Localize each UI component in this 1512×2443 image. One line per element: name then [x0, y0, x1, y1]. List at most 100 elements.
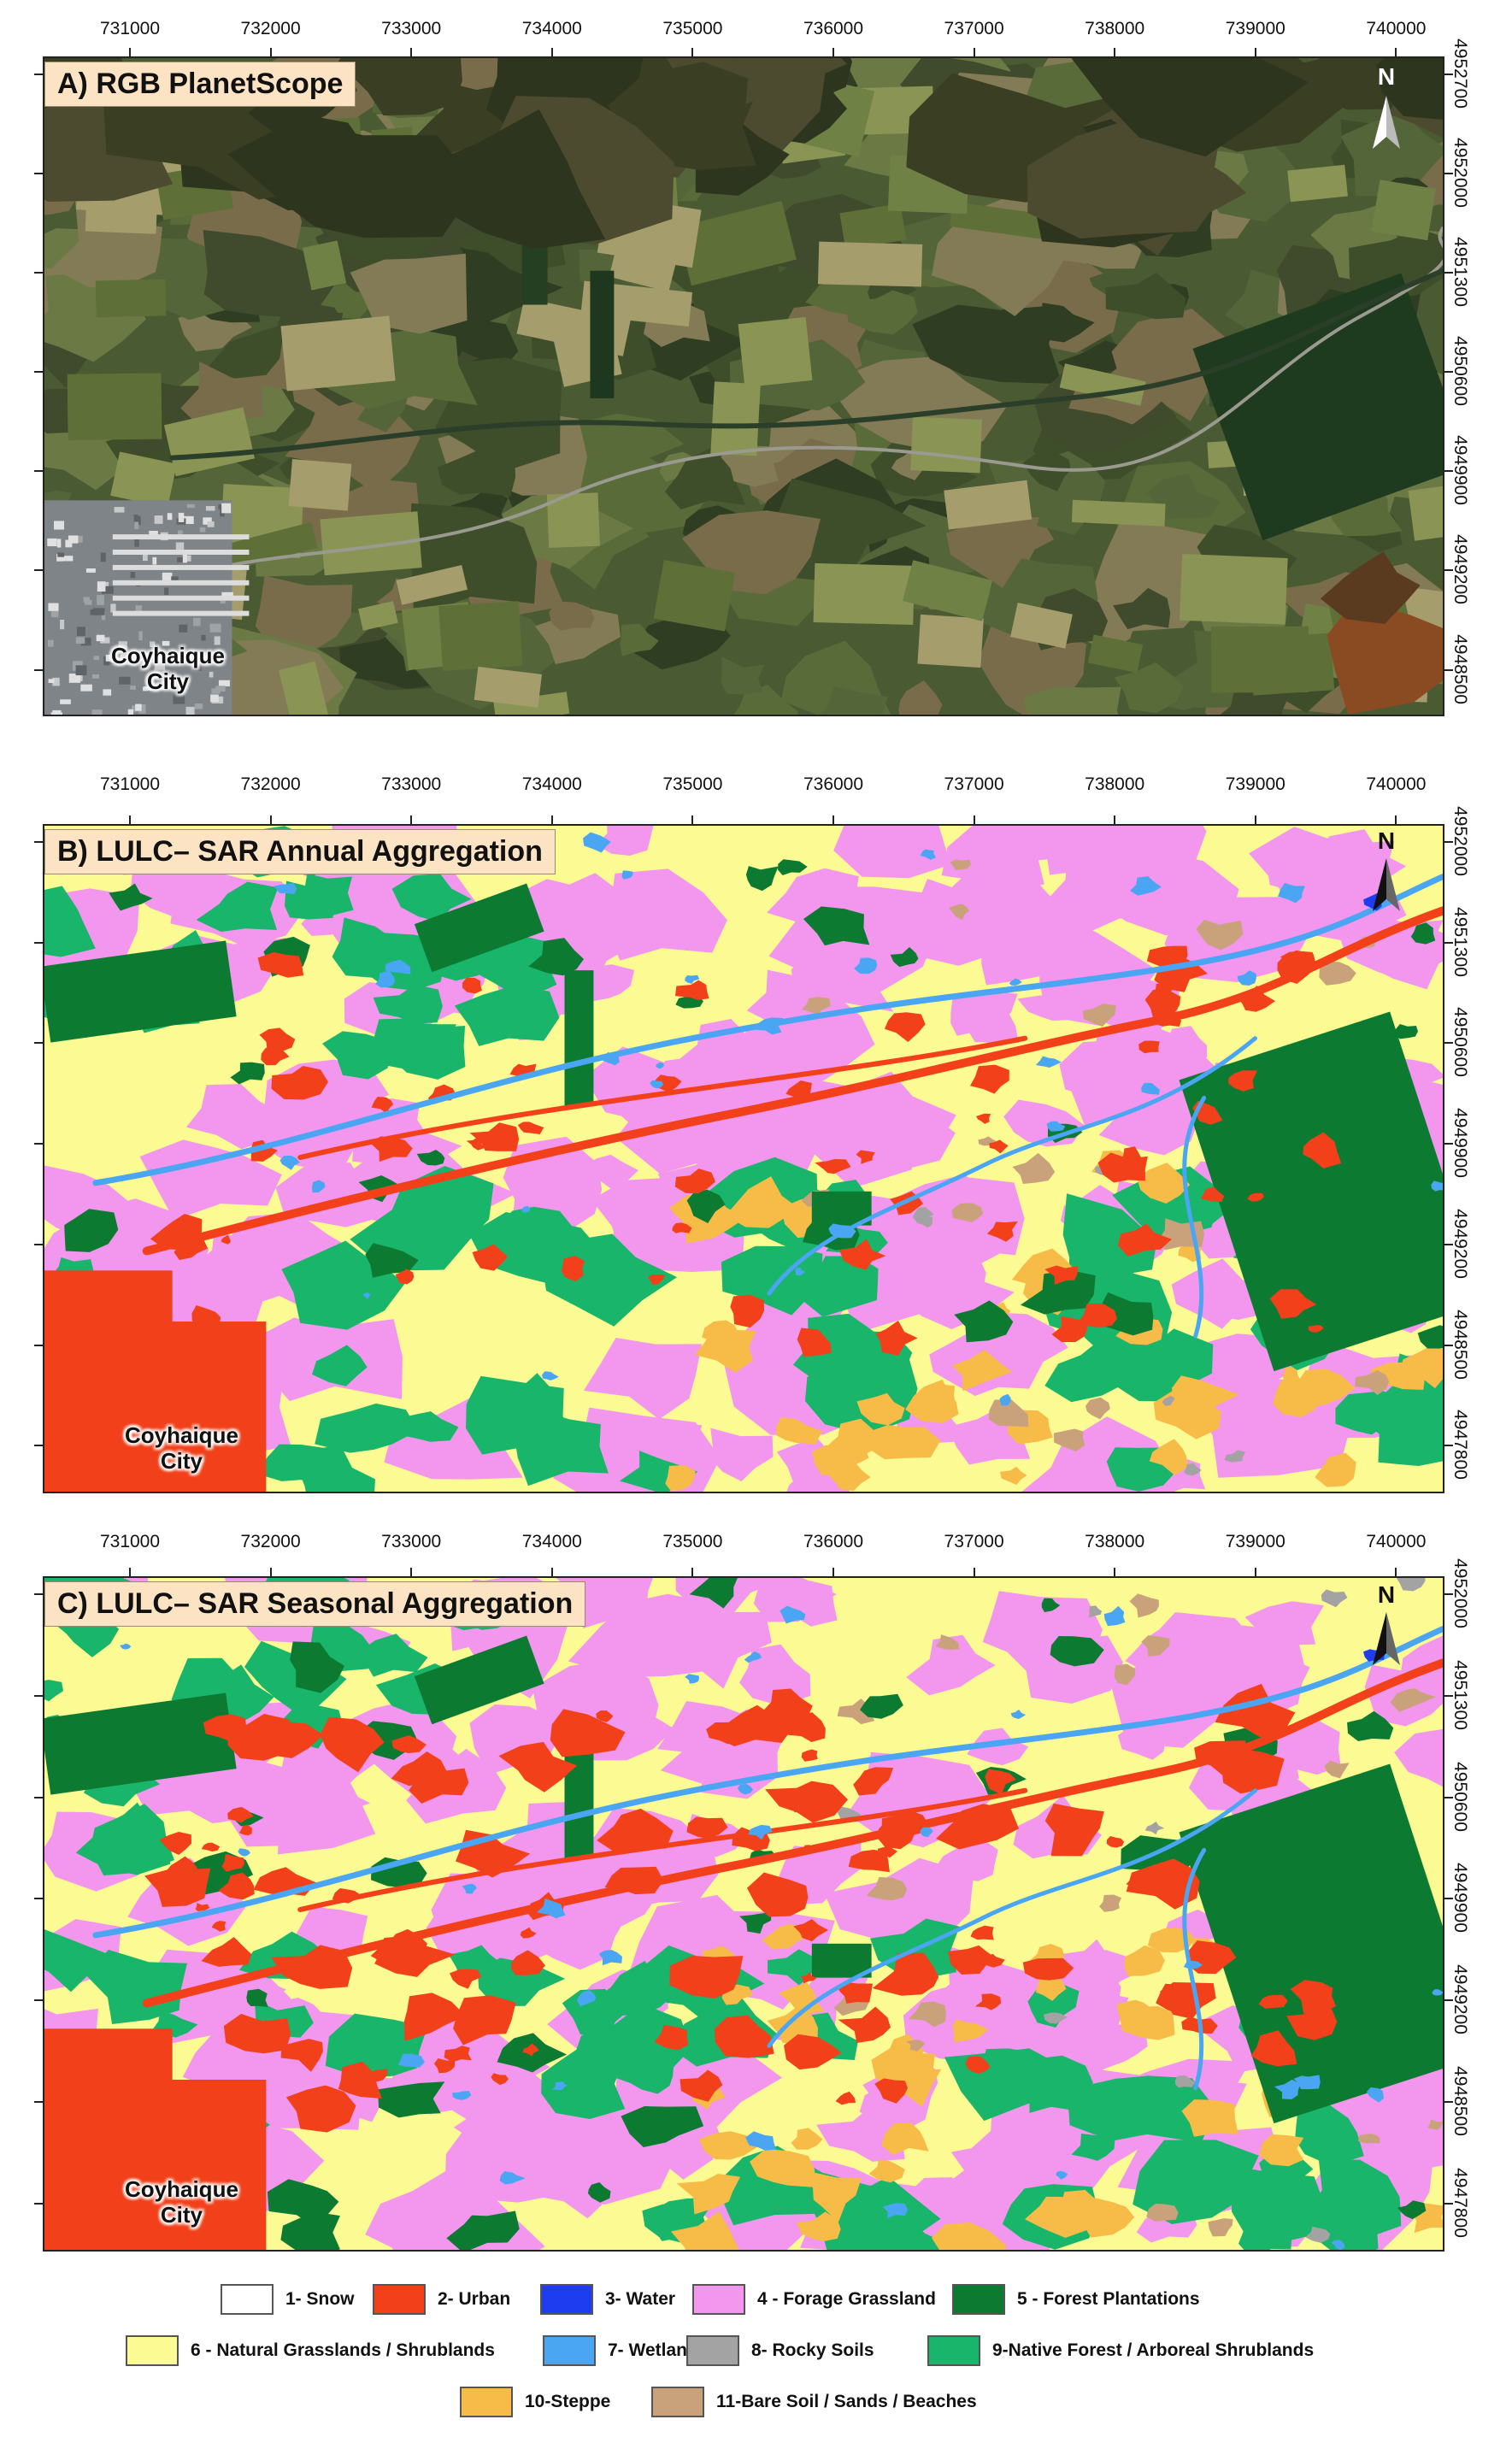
- x-tick-label: 740000: [1366, 1532, 1427, 1551]
- legend-swatch: [651, 2387, 704, 2417]
- hill: [730, 58, 848, 104]
- y-tick-mark: [1444, 1445, 1453, 1447]
- building: [83, 597, 90, 603]
- steppe: [867, 1425, 941, 1460]
- panel-title: A) RGB PlanetScope: [44, 62, 356, 107]
- legend-label: 9-Native Forest / Arboreal Shrublands: [992, 2340, 1315, 2360]
- terrain-patch: [721, 656, 765, 695]
- urban: [686, 1816, 728, 1840]
- wetland: [780, 1605, 806, 1624]
- x-tick-label: 734000: [521, 1532, 582, 1551]
- building: [97, 595, 104, 605]
- urban: [472, 1244, 508, 1271]
- legend: 1- Snow 2- Urban 3- Water 4 - Forage Grassl…: [0, 2274, 1512, 2436]
- urban-corridor: [297, 1035, 1028, 1160]
- native-forest: [44, 1929, 115, 1993]
- field: [303, 240, 347, 291]
- map-seasonal[interactable]: Coyhaique City N: [43, 1576, 1444, 2252]
- bare-soil: [951, 1203, 984, 1223]
- legend-item: 7- Wetlands: [543, 2335, 708, 2366]
- urban: [652, 1074, 682, 1092]
- x-tick-label: 734000: [521, 19, 582, 38]
- building: [47, 639, 54, 647]
- lulc-map: [44, 826, 1443, 1492]
- x-tick-label: 736000: [803, 1532, 864, 1551]
- legend-label: 3- Water: [605, 2289, 676, 2309]
- urban: [1022, 1957, 1074, 1981]
- urban: [491, 2073, 509, 2086]
- wetland: [1183, 1960, 1203, 1969]
- bare-soil: [1146, 2203, 1179, 2222]
- wetland: [1237, 970, 1256, 986]
- native-forest: [1071, 2133, 1115, 2161]
- field: [280, 315, 396, 391]
- steppe: [1024, 2196, 1091, 2238]
- x-tick-mark: [129, 815, 131, 824]
- x-tick-mark: [832, 1568, 834, 1576]
- x-tick-label: 739000: [1225, 19, 1285, 38]
- building: [138, 631, 143, 641]
- building: [60, 699, 71, 704]
- x-tick-mark: [1395, 48, 1397, 56]
- building: [101, 586, 114, 594]
- building: [100, 637, 110, 644]
- terrain-patch: [180, 361, 267, 429]
- steppe: [750, 2148, 815, 2187]
- panel-c: 731000 732000 733000 734000 735000 736000 7370…: [0, 1511, 1512, 2263]
- city-label: Coyhaique City: [125, 2176, 238, 2228]
- terrain-patch: [549, 601, 595, 631]
- forest-plantation: [860, 1693, 903, 1719]
- wetland: [375, 970, 396, 988]
- forage-grassland: [1142, 1612, 1310, 1713]
- urban-city: [44, 2028, 173, 2088]
- native-forest: [628, 2059, 674, 2094]
- native-forest: [256, 1444, 335, 1481]
- native-forest: [395, 1411, 459, 1442]
- wetland: [274, 883, 297, 895]
- hill: [1376, 58, 1443, 120]
- native-forest: [391, 873, 472, 922]
- wetland: [1035, 1056, 1062, 1068]
- forest-plantation: [280, 2211, 340, 2250]
- native-forest: [454, 986, 560, 1046]
- native-forest: [75, 1802, 172, 1875]
- building: [133, 515, 138, 522]
- building: [56, 553, 63, 562]
- building: [203, 517, 212, 525]
- x-tick-mark: [1114, 48, 1116, 56]
- legend-label: 4 - Forage Grassland: [757, 2289, 936, 2309]
- building: [110, 603, 116, 613]
- terrain-patch: [1022, 452, 1071, 492]
- x-tick-mark: [1114, 815, 1116, 824]
- y-tick-mark: [1444, 941, 1453, 944]
- building: [97, 581, 106, 592]
- urban: [965, 2056, 991, 2074]
- x-tick-mark: [269, 815, 272, 824]
- wetland: [828, 1223, 856, 1239]
- urban: [597, 1808, 674, 1853]
- x-tick-mark: [1254, 48, 1256, 56]
- building: [152, 556, 157, 565]
- native-forest: [315, 1403, 419, 1453]
- y-tick-mark: [1444, 1143, 1453, 1145]
- urban: [159, 1831, 191, 1855]
- map-annual[interactable]: Coyhaique City N: [43, 824, 1444, 1493]
- x-tick-mark: [973, 815, 975, 824]
- legend-item: 10-Steppe: [460, 2387, 610, 2417]
- native-forest: [285, 880, 335, 920]
- urban-city: [44, 1322, 267, 1492]
- building: [104, 581, 109, 591]
- terrain-patch: [1114, 662, 1184, 714]
- y-tick-mark: [34, 2100, 43, 2103]
- field: [1071, 499, 1166, 527]
- urban-corridor: [142, 906, 1443, 1256]
- urban: [1308, 1325, 1324, 1333]
- y-tick-mark: [1444, 1593, 1453, 1595]
- wetland: [1130, 876, 1162, 896]
- forage-grassland: [568, 1593, 734, 1678]
- urban: [522, 2043, 539, 2057]
- steppe: [676, 2173, 741, 2215]
- wetland: [795, 1267, 806, 1276]
- forest-plantation: [246, 1988, 268, 2007]
- map-rgb[interactable]: Coyhaique City N: [43, 56, 1444, 716]
